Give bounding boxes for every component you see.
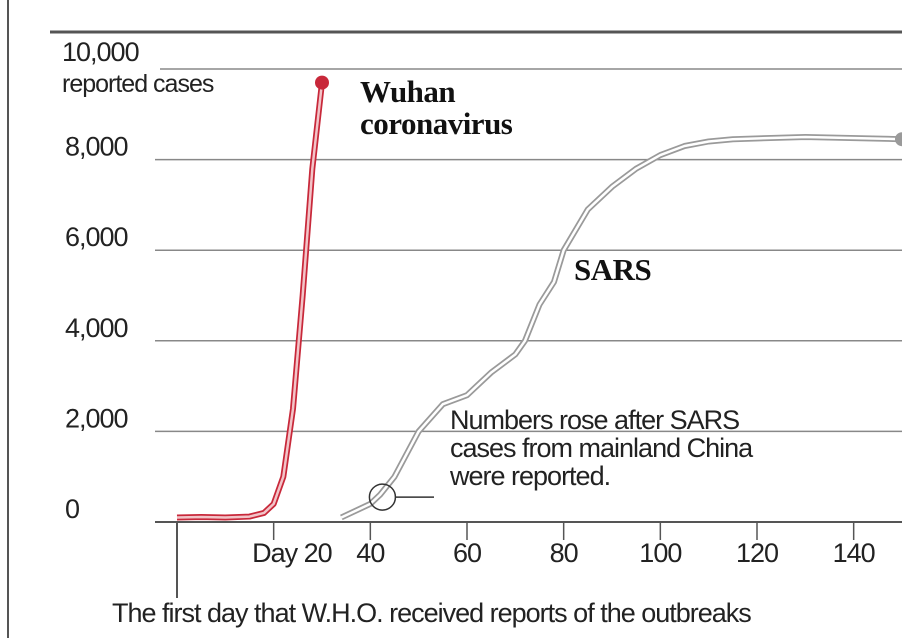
x-tick-label: 80 [550, 538, 578, 568]
y-tick-label: 2,000 [65, 403, 128, 433]
end-dot [315, 75, 329, 90]
y-tick-label: 8,000 [65, 132, 128, 162]
annotation: Numbers rose after SARS cases from mainl… [450, 405, 753, 491]
x-tick-label: 60 [453, 538, 481, 568]
y-tick-label: 10,000 [62, 37, 139, 67]
x-tick-label: 100 [639, 538, 681, 568]
end-dot [895, 132, 902, 147]
x-tick-label: 40 [356, 538, 384, 568]
y-tick-label: 4,000 [65, 313, 128, 343]
line [176, 82, 324, 519]
y-axis-label: reported cases [62, 70, 214, 98]
line [340, 135, 902, 519]
line-outline [176, 82, 325, 521]
x-tick-label: Day 20 [252, 538, 332, 568]
x-tick-label: 120 [736, 538, 778, 568]
annotation: The first day that W.H.O. received repor… [112, 598, 752, 628]
series-label: Wuhan coronavirus [360, 74, 513, 141]
y-tick-label: 6,000 [65, 222, 128, 252]
series-label: SARS [574, 252, 652, 287]
y-tick-label: 0 [65, 494, 79, 524]
x-tick-label: 140 [833, 538, 875, 568]
